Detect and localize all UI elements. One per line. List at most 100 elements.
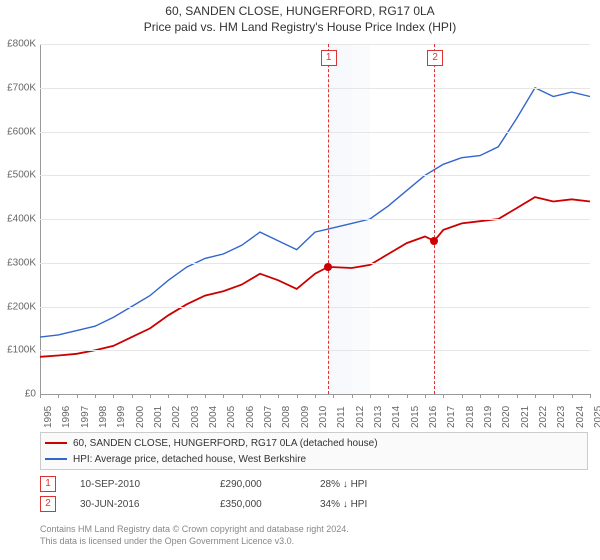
- y-axis-label: £700K: [0, 82, 36, 93]
- x-axis-label: 2012: [355, 406, 366, 428]
- sale-marker-dot: [324, 263, 332, 271]
- sales-row-pct: 28% ↓ HPI: [320, 479, 440, 490]
- x-axis-tick: [132, 394, 133, 398]
- grid-line: [40, 219, 590, 220]
- grid-line: [40, 88, 590, 89]
- sales-row-price: £290,000: [220, 479, 320, 490]
- sale-marker-line: [434, 44, 435, 394]
- x-axis-label: 2019: [483, 406, 494, 428]
- x-axis-tick: [77, 394, 78, 398]
- grid-line: [40, 263, 590, 264]
- x-axis-label: 1998: [98, 406, 109, 428]
- legend-label: HPI: Average price, detached house, West…: [73, 454, 306, 465]
- x-axis-tick: [352, 394, 353, 398]
- chart-plot-area: £0£100K£200K£300K£400K£500K£600K£700K£80…: [40, 44, 590, 394]
- sales-table: 1 10-SEP-2010£290,00028% ↓ HPI 2 30-JUN-201…: [40, 474, 588, 514]
- x-axis-label: 2000: [135, 406, 146, 428]
- y-axis-label: £600K: [0, 126, 36, 137]
- x-axis-tick: [113, 394, 114, 398]
- y-axis-label: £200K: [0, 301, 36, 312]
- x-axis-tick: [297, 394, 298, 398]
- y-axis-label: £100K: [0, 345, 36, 356]
- x-axis-label: 2011: [336, 406, 347, 428]
- legend-swatch: [45, 442, 67, 444]
- sale-marker-line: [328, 44, 329, 394]
- series-property: [40, 197, 590, 357]
- x-axis-tick: [333, 394, 334, 398]
- y-axis-label: £400K: [0, 214, 36, 225]
- copyright-notice: Contains HM Land Registry data © Crown c…: [40, 524, 588, 547]
- x-axis-label: 2025: [593, 406, 600, 428]
- legend-swatch: [45, 458, 67, 460]
- x-axis-tick: [407, 394, 408, 398]
- x-axis-tick: [443, 394, 444, 398]
- x-axis-label: 2018: [465, 406, 476, 428]
- x-axis-label: 1996: [61, 406, 72, 428]
- legend-item: 60, SANDEN CLOSE, HUNGERFORD, RG17 0LA (…: [45, 435, 583, 451]
- x-axis-tick: [425, 394, 426, 398]
- sales-row-marker: 1: [40, 476, 56, 492]
- x-axis-label: 2004: [208, 406, 219, 428]
- sales-row-pct: 34% ↓ HPI: [320, 499, 440, 510]
- x-axis-label: 2010: [318, 406, 329, 428]
- x-axis-label: 2020: [501, 406, 512, 428]
- x-axis-tick: [462, 394, 463, 398]
- x-axis-tick: [498, 394, 499, 398]
- sales-row: 1 10-SEP-2010£290,00028% ↓ HPI: [40, 474, 588, 494]
- chart-subtitle: Price paid vs. HM Land Registry's House …: [0, 20, 600, 34]
- grid-line: [40, 44, 590, 45]
- chart-title-block: 60, SANDEN CLOSE, HUNGERFORD, RG17 0LA P…: [0, 0, 600, 34]
- copyright-line-2: This data is licensed under the Open Gov…: [40, 536, 588, 548]
- x-axis-tick: [205, 394, 206, 398]
- x-axis-label: 2023: [556, 406, 567, 428]
- x-axis-label: 2001: [153, 406, 164, 428]
- y-axis-label: £500K: [0, 170, 36, 181]
- x-axis-label: 2024: [575, 406, 586, 428]
- sales-row-price: £350,000: [220, 499, 320, 510]
- x-axis-label: 2009: [300, 406, 311, 428]
- sales-row-date: 10-SEP-2010: [80, 479, 220, 490]
- grid-line: [40, 307, 590, 308]
- x-axis-tick: [572, 394, 573, 398]
- series-hpi: [40, 88, 590, 337]
- x-axis-tick: [150, 394, 151, 398]
- x-axis-label: 2021: [520, 406, 531, 428]
- y-axis-label: £300K: [0, 257, 36, 268]
- sale-marker-box: 2: [427, 50, 443, 66]
- x-axis-label: 2014: [391, 406, 402, 428]
- x-axis-label: 2002: [171, 406, 182, 428]
- x-axis-tick: [187, 394, 188, 398]
- x-axis-label: 2015: [410, 406, 421, 428]
- x-axis-tick: [517, 394, 518, 398]
- x-axis-label: 2013: [373, 406, 384, 428]
- sale-marker-dot: [430, 237, 438, 245]
- x-axis-tick: [370, 394, 371, 398]
- legend-item: HPI: Average price, detached house, West…: [45, 451, 583, 467]
- y-axis-label: £0: [0, 389, 36, 400]
- x-axis-label: 2017: [446, 406, 457, 428]
- x-axis-tick: [590, 394, 591, 398]
- x-axis-label: 2008: [281, 406, 292, 428]
- y-axis-label: £800K: [0, 39, 36, 50]
- chart-title: 60, SANDEN CLOSE, HUNGERFORD, RG17 0LA: [0, 4, 600, 18]
- x-axis-tick: [260, 394, 261, 398]
- sale-marker-box: 1: [321, 50, 337, 66]
- x-axis-label: 2006: [245, 406, 256, 428]
- sales-row: 2 30-JUN-2016£350,00034% ↓ HPI: [40, 494, 588, 514]
- x-axis-tick: [58, 394, 59, 398]
- x-axis-label: 1997: [80, 406, 91, 428]
- x-axis-label: 2005: [226, 406, 237, 428]
- grid-line: [40, 132, 590, 133]
- x-axis-tick: [535, 394, 536, 398]
- x-axis-tick: [168, 394, 169, 398]
- x-axis-tick: [480, 394, 481, 398]
- x-axis-tick: [95, 394, 96, 398]
- chart-legend: 60, SANDEN CLOSE, HUNGERFORD, RG17 0LA (…: [40, 432, 588, 470]
- x-axis-label: 2007: [263, 406, 274, 428]
- copyright-line-1: Contains HM Land Registry data © Crown c…: [40, 524, 588, 536]
- x-axis-tick: [315, 394, 316, 398]
- sales-row-date: 30-JUN-2016: [80, 499, 220, 510]
- x-axis-tick: [40, 394, 41, 398]
- sales-row-marker: 2: [40, 496, 56, 512]
- x-axis-tick: [388, 394, 389, 398]
